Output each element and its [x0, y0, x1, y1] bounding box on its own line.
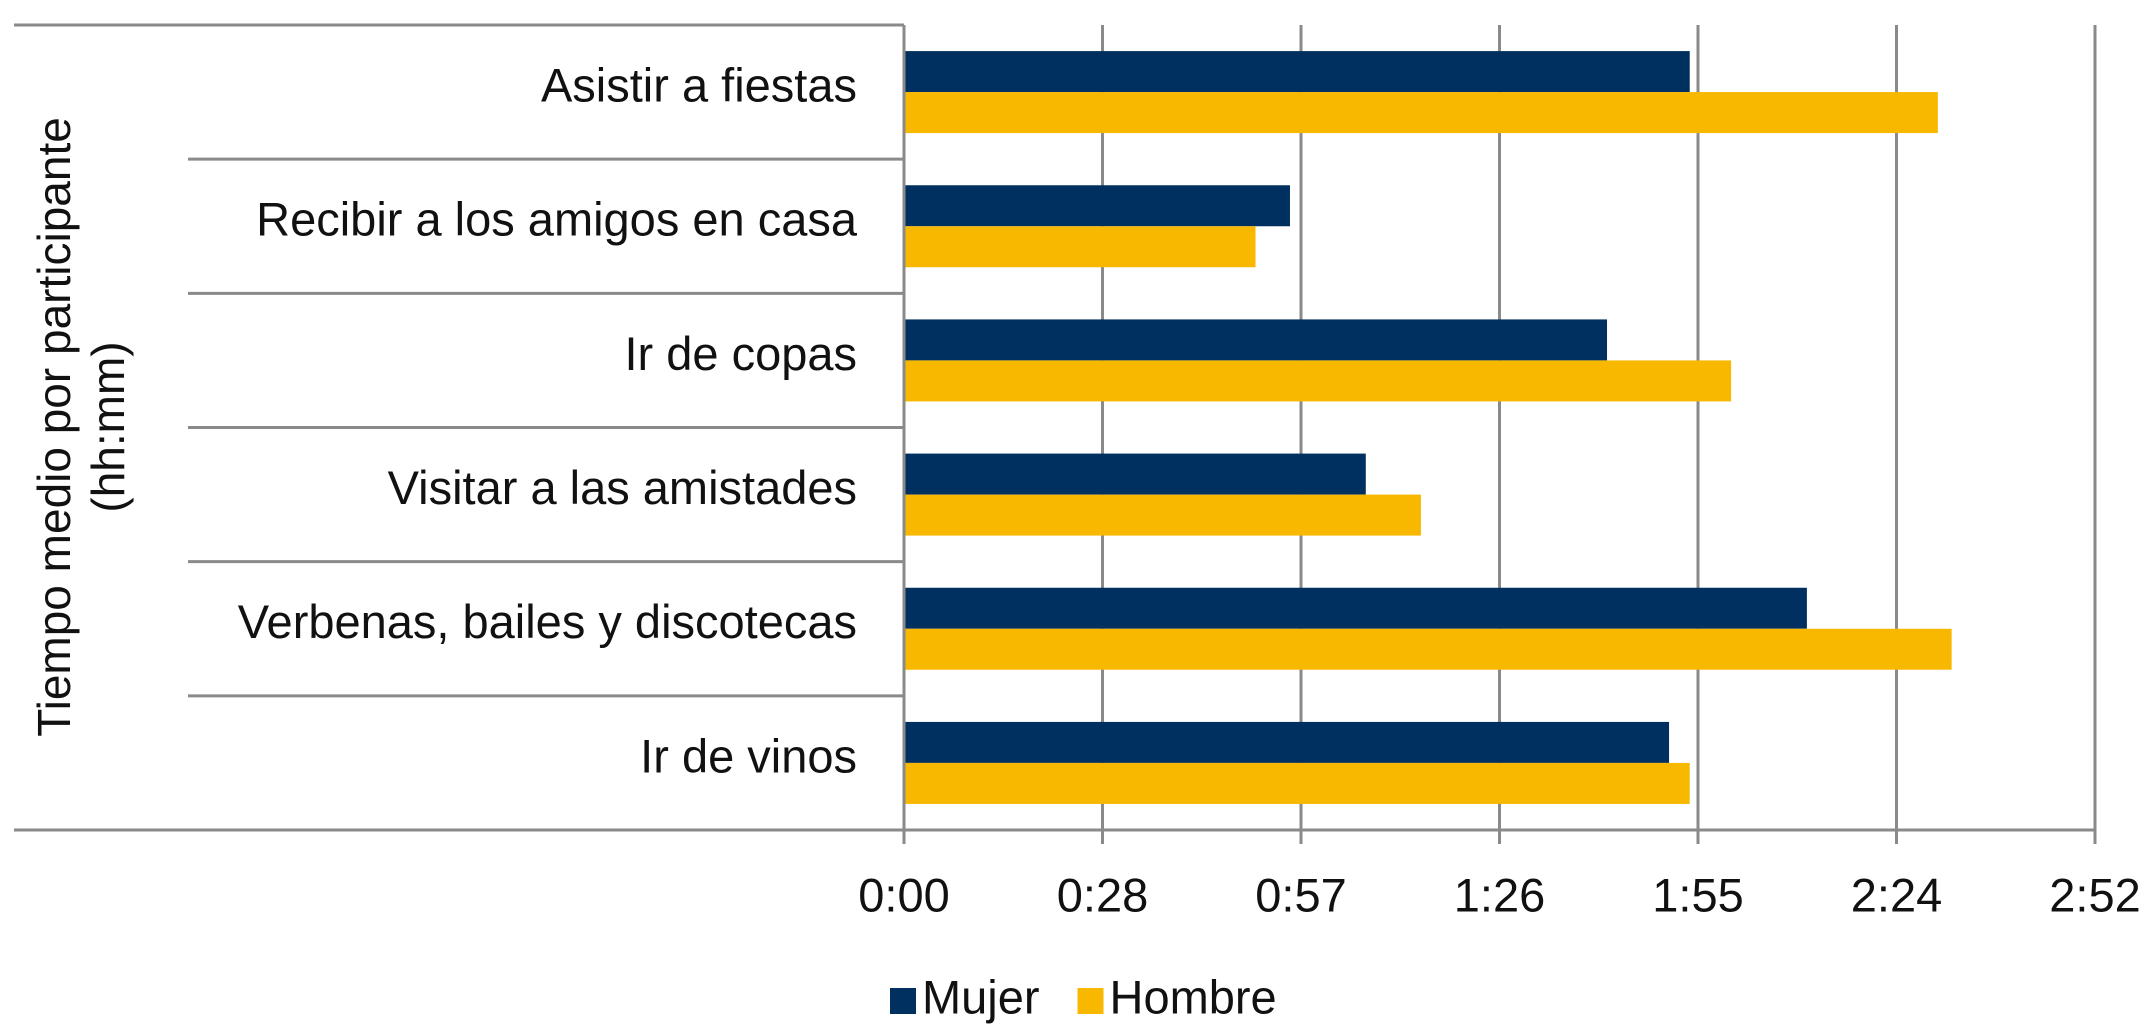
x-tick-label: 0:57 [1255, 868, 1346, 921]
bar [904, 185, 1290, 227]
legend-label: Hombre [1110, 970, 1277, 1023]
bar [904, 721, 1670, 763]
bar [904, 762, 1690, 804]
category-label: Verbenas, bailes y discotecas [238, 595, 857, 648]
bar [904, 319, 1608, 361]
x-tick-label: 2:52 [2049, 868, 2140, 921]
bar [904, 587, 1807, 629]
x-tick-label: 0:28 [1057, 868, 1148, 921]
bar [904, 628, 1952, 670]
legend-swatch [890, 988, 916, 1014]
bar [904, 494, 1421, 536]
category-label: Recibir a los amigos en casa [256, 193, 858, 246]
bar [904, 360, 1732, 402]
y-axis-title: (hh:mm) [82, 341, 134, 512]
legend-swatch [1077, 988, 1104, 1014]
category-label: Ir de vinos [640, 729, 857, 782]
x-tick-label: 2:24 [1851, 868, 1942, 921]
x-tick-label: 1:26 [1454, 868, 1545, 921]
category-label: Asistir a fiestas [541, 59, 857, 112]
y-axis-title: Tiempo medio por participante [28, 117, 80, 737]
category-label: Ir de copas [624, 327, 857, 380]
bar [904, 92, 1938, 134]
category-label: Visitar a las amistades [388, 461, 857, 514]
legend-label: Mujer [922, 970, 1040, 1023]
bar [904, 226, 1256, 268]
x-tick-label: 1:55 [1652, 868, 1743, 921]
bar [904, 453, 1366, 495]
x-tick-label: 0:00 [858, 868, 949, 921]
bar [904, 51, 1690, 93]
